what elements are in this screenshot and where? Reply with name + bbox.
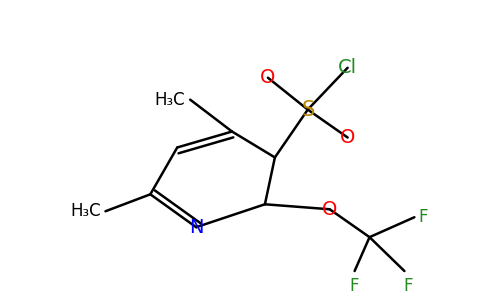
Text: O: O <box>322 200 337 219</box>
Text: O: O <box>340 128 355 147</box>
Text: S: S <box>301 100 315 120</box>
Text: F: F <box>418 208 428 226</box>
Text: H₃C: H₃C <box>70 202 101 220</box>
Text: H₃C: H₃C <box>154 91 185 109</box>
Text: O: O <box>260 68 275 87</box>
Text: F: F <box>404 277 413 295</box>
Text: F: F <box>350 277 359 295</box>
Text: N: N <box>189 218 203 237</box>
Text: Cl: Cl <box>338 58 357 77</box>
